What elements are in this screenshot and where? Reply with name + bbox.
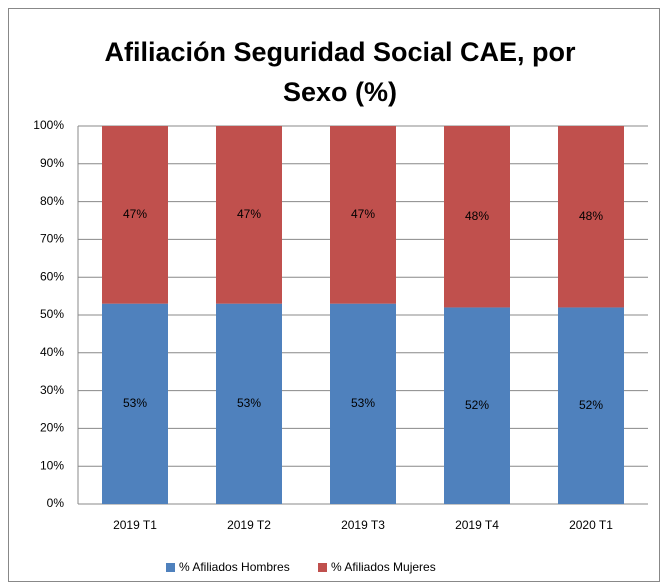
data-label: 52% xyxy=(465,398,489,412)
y-tick-label: 10% xyxy=(40,458,64,472)
bar-segment xyxy=(558,307,624,504)
y-tick-label: 20% xyxy=(40,421,64,435)
data-label: 52% xyxy=(579,398,603,412)
y-tick-label: 60% xyxy=(40,269,64,283)
bar-segment xyxy=(102,303,168,504)
bar-segment xyxy=(558,126,624,308)
y-tick-label: 80% xyxy=(40,194,64,208)
chart-title: Afiliación Seguridad Social CAE, por Sex… xyxy=(104,37,576,107)
x-tick-label: 2019 T1 xyxy=(113,518,157,532)
y-tick-label: 30% xyxy=(40,383,64,397)
y-tick-label: 70% xyxy=(40,232,64,246)
bar-segment xyxy=(216,303,282,504)
bar-segment xyxy=(102,126,168,304)
legend-label: % Afiliados Hombres xyxy=(179,560,290,574)
y-tick-label: 90% xyxy=(40,156,64,170)
data-label: 53% xyxy=(123,396,147,410)
x-tick-label: 2020 T1 xyxy=(569,518,613,532)
x-tick-label: 2019 T2 xyxy=(227,518,271,532)
data-label: 47% xyxy=(351,207,375,221)
bar-segment xyxy=(330,303,396,504)
x-tick-label: 2019 T4 xyxy=(455,518,499,532)
bar-segment xyxy=(444,126,510,308)
bar-segment xyxy=(216,126,282,304)
legend-swatch xyxy=(318,563,327,572)
data-label: 47% xyxy=(123,207,147,221)
data-label: 48% xyxy=(579,209,603,223)
y-tick-label: 40% xyxy=(40,345,64,359)
y-tick-label: 50% xyxy=(40,307,64,321)
x-tick-label: 2019 T3 xyxy=(341,518,385,532)
y-tick-label: 100% xyxy=(33,118,64,132)
y-tick-label: 0% xyxy=(47,496,65,510)
bar-segment xyxy=(444,307,510,504)
legend-swatch xyxy=(166,563,175,572)
data-label: 53% xyxy=(237,396,261,410)
data-label: 48% xyxy=(465,209,489,223)
data-label: 53% xyxy=(351,396,375,410)
bar-segment xyxy=(330,126,396,304)
data-label: 47% xyxy=(237,207,261,221)
legend-label: % Afiliados Mujeres xyxy=(331,560,436,574)
